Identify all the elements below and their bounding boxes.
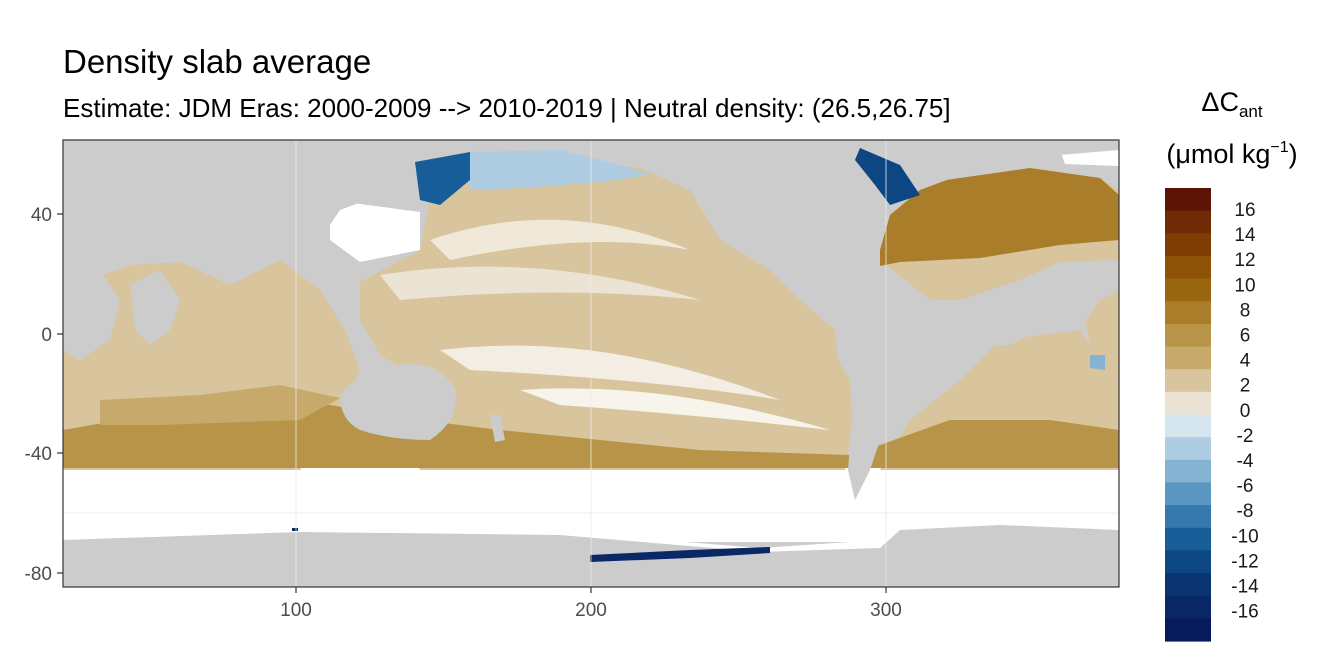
africa-east-land (63, 270, 120, 360)
x-tick-label: 200 (575, 600, 607, 621)
legend-swatch (1165, 505, 1211, 529)
pacific-streak-3 (440, 345, 780, 400)
legend-swatch (1165, 369, 1211, 393)
legend-swatch (1165, 301, 1211, 325)
legend-swatch (1165, 210, 1211, 234)
legend-label: 16 (1234, 200, 1255, 221)
legend-label: -12 (1231, 551, 1258, 572)
legend-swatch (1165, 323, 1211, 348)
legend-swatch (1165, 482, 1211, 506)
negative-anomaly-patches (292, 148, 1105, 562)
axis-ticks (57, 213, 887, 593)
africa-horn-land (130, 270, 180, 345)
japan-sea-no-data (330, 200, 420, 262)
legend-swatch (1165, 550, 1211, 574)
legend-swatch (1165, 278, 1211, 302)
okhotsk-negative (415, 152, 470, 205)
legend-colorbar (1165, 188, 1211, 642)
legend-swatch (1165, 255, 1211, 280)
x-tick-label: 100 (280, 600, 312, 621)
x-axis-labels: 100 200 300 (280, 600, 902, 621)
legend-swatch (1165, 414, 1211, 438)
legend-swatch (1165, 233, 1211, 257)
legend-label: -2 (1237, 426, 1254, 447)
legend-label: 6 (1240, 326, 1251, 347)
legend-label: -8 (1237, 501, 1254, 522)
australia-land (340, 364, 456, 440)
south-indian-band (100, 385, 340, 425)
legend-unit-suffix: ) (1288, 139, 1298, 169)
y-tick-label: 0 (41, 325, 52, 346)
legend-label: 12 (1234, 250, 1255, 271)
north-pacific-negative (470, 150, 650, 190)
x-tick-label: 300 (870, 600, 902, 621)
legend-label: 0 (1240, 401, 1251, 422)
map-panel (63, 140, 1119, 587)
legend-swatch (1165, 459, 1211, 484)
legend-label: 14 (1234, 225, 1256, 246)
legend-symbol-subscript: ant (1238, 102, 1263, 121)
legend-swatch (1165, 573, 1211, 597)
page-title: Density slab average (63, 43, 372, 80)
legend-swatch (1165, 346, 1211, 370)
legend-label: -6 (1237, 476, 1254, 497)
legend-swatch (1165, 595, 1211, 619)
new-zealand-land (490, 415, 505, 442)
legend-label: 4 (1240, 351, 1251, 372)
eurasia-land (63, 140, 420, 280)
legend-labels: 16 14 12 10 8 6 4 2 0 -2 -4 -6 -8 -10 -12 -14 -16 (1231, 200, 1259, 623)
ross-sea-negative (590, 547, 770, 562)
atlantic-spot-negative (1090, 355, 1105, 370)
y-tick-label: 40 (31, 205, 52, 226)
legend-label: 10 (1234, 275, 1255, 296)
y-tick-label: -40 (25, 444, 52, 465)
africa-west-land (960, 300, 1090, 345)
y-axis-labels: 40 0 -40 -80 (25, 205, 52, 585)
north-america-land (640, 140, 1119, 345)
pacific-streak-4 (520, 388, 830, 430)
southern-band (63, 400, 1119, 468)
legend-label: 8 (1240, 300, 1251, 321)
legend-symbol: ΔC (1201, 87, 1239, 117)
page-subtitle: Estimate: JDM Eras: 2000-2009 --> 2010-2… (63, 93, 951, 123)
grid-lines (63, 140, 1119, 587)
labrador-negative (855, 148, 920, 205)
legend-label: 2 (1240, 376, 1251, 397)
legend-label: -4 (1237, 451, 1254, 472)
pacific-streak-2 (380, 266, 700, 300)
legend-swatch (1165, 618, 1211, 642)
legend-label: -16 (1231, 602, 1258, 623)
south-america-land (835, 320, 945, 500)
legend-swatch (1165, 437, 1211, 461)
y-tick-label: -80 (25, 564, 52, 585)
antarctic-spot-negative (292, 528, 298, 531)
legend-swatch (1165, 527, 1211, 551)
legend-swatch (1165, 188, 1211, 212)
legend-title: ΔCant (μmol kg−1) (1150, 84, 1314, 172)
legend-unit-prefix: (μmol kg (1166, 139, 1271, 169)
legend-label: -10 (1231, 526, 1258, 547)
legend-label: -14 (1231, 577, 1259, 598)
pacific-streak-1 (430, 219, 690, 260)
legend-unit-superscript: −1 (1270, 139, 1289, 156)
legend-swatch (1165, 391, 1211, 416)
